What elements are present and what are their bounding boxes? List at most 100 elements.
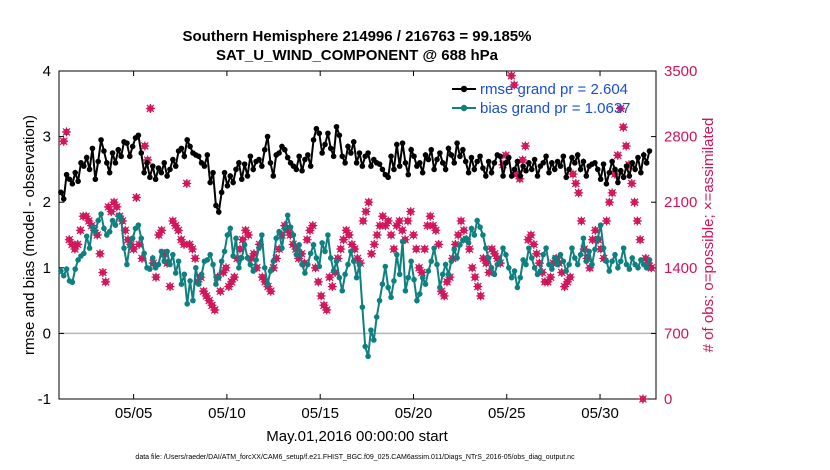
obs-marker-cross [484, 267, 494, 277]
obs-marker-cross [227, 277, 237, 287]
obs-marker [165, 282, 175, 292]
obs-marker-cross [182, 178, 192, 188]
rmse-point [600, 161, 607, 167]
obs-marker [627, 178, 637, 188]
bias-point [126, 242, 133, 248]
obs-count-markers [59, 71, 656, 404]
bias-point [422, 281, 429, 288]
obs-marker-cross [492, 253, 502, 263]
obs-marker-cross [238, 235, 248, 245]
obs-marker [131, 193, 141, 203]
bias-point [365, 353, 371, 360]
bias-point [175, 258, 182, 265]
bias-point [468, 225, 475, 232]
rmse-point [623, 163, 630, 169]
obs-marker [266, 286, 276, 296]
bias-point [81, 250, 87, 257]
obs-marker [568, 169, 578, 179]
bias-point [557, 251, 564, 258]
rmse-point [394, 141, 400, 148]
bias-point [503, 251, 509, 258]
rmse-point [129, 143, 136, 150]
rmse-point [155, 165, 162, 171]
bias-point [485, 255, 492, 261]
bias-point [261, 265, 268, 271]
bias-point [474, 217, 480, 224]
bias-point [465, 240, 472, 246]
obs-marker-cross [414, 263, 424, 273]
obs-marker-cross [411, 244, 421, 254]
rmse-point [339, 153, 346, 160]
bias-point [327, 255, 334, 261]
bias-point [310, 242, 317, 248]
obs-marker [632, 216, 642, 226]
bias-point [112, 222, 119, 228]
rmse-point [147, 174, 153, 181]
obs-marker [420, 244, 430, 254]
rmse-point [227, 173, 234, 179]
bias-point [391, 278, 397, 284]
bias-point [592, 246, 598, 253]
bias-point [520, 257, 526, 263]
bias-point [437, 284, 443, 291]
bias-point [356, 261, 363, 268]
obs-marker-cross [506, 71, 516, 81]
rmse-point [144, 160, 150, 166]
obs-marker-cross [588, 235, 598, 245]
x-axis-ticks: 05/05 05/10 05/15 05/20 05/25 05/30 [115, 71, 619, 422]
obs-marker [308, 221, 318, 231]
obs-marker [618, 122, 628, 132]
rmse-point [391, 166, 397, 173]
left-tick-label: 2 [43, 194, 51, 211]
obs-marker [532, 249, 542, 259]
bias-point [594, 235, 601, 242]
rmse-point [445, 145, 452, 152]
right-tick-label: 2100 [664, 194, 697, 211]
bias-point [408, 258, 414, 265]
obs-marker [313, 277, 323, 287]
obs-marker-cross [199, 286, 209, 296]
rmse-point [483, 173, 489, 179]
rmse-point [629, 160, 636, 166]
bias-point [629, 255, 636, 261]
rmse-point [282, 146, 288, 153]
bias-point [477, 224, 483, 230]
bias-point [551, 255, 558, 261]
obs-marker [366, 249, 376, 259]
obs-marker-cross [67, 239, 77, 249]
bias-point [247, 261, 254, 268]
bias-point [373, 314, 380, 320]
bias-point [425, 268, 432, 274]
rmse-point [437, 150, 443, 156]
rmse-point [402, 160, 409, 166]
rmse-point [296, 153, 302, 160]
rmse-point [313, 125, 320, 132]
bias-point [259, 232, 265, 238]
bias-point [299, 261, 305, 268]
rmse-point [592, 160, 598, 166]
rmse-point [488, 169, 495, 176]
obs-marker-cross [557, 267, 567, 277]
rmse-point [448, 152, 455, 158]
obs-marker [464, 244, 474, 254]
rmse-point [330, 153, 337, 160]
rmse-point [597, 176, 604, 183]
bias-point [635, 265, 641, 271]
bias-point [394, 251, 400, 258]
bias-point [626, 266, 633, 272]
obs-marker-cross [389, 244, 399, 254]
bias-point [224, 232, 231, 238]
rmse-point [396, 163, 403, 169]
obs-marker-cross [473, 282, 483, 292]
rmse-point [465, 169, 472, 176]
obs-marker-cross [383, 216, 393, 226]
rmse-point [135, 132, 142, 139]
rmse-point [345, 143, 351, 150]
rmse-point [167, 166, 173, 173]
bias-point [483, 245, 489, 251]
obs-marker [470, 272, 480, 282]
obs-marker-cross [201, 291, 211, 301]
rmse-point [379, 166, 386, 173]
rmse-point [626, 173, 633, 179]
